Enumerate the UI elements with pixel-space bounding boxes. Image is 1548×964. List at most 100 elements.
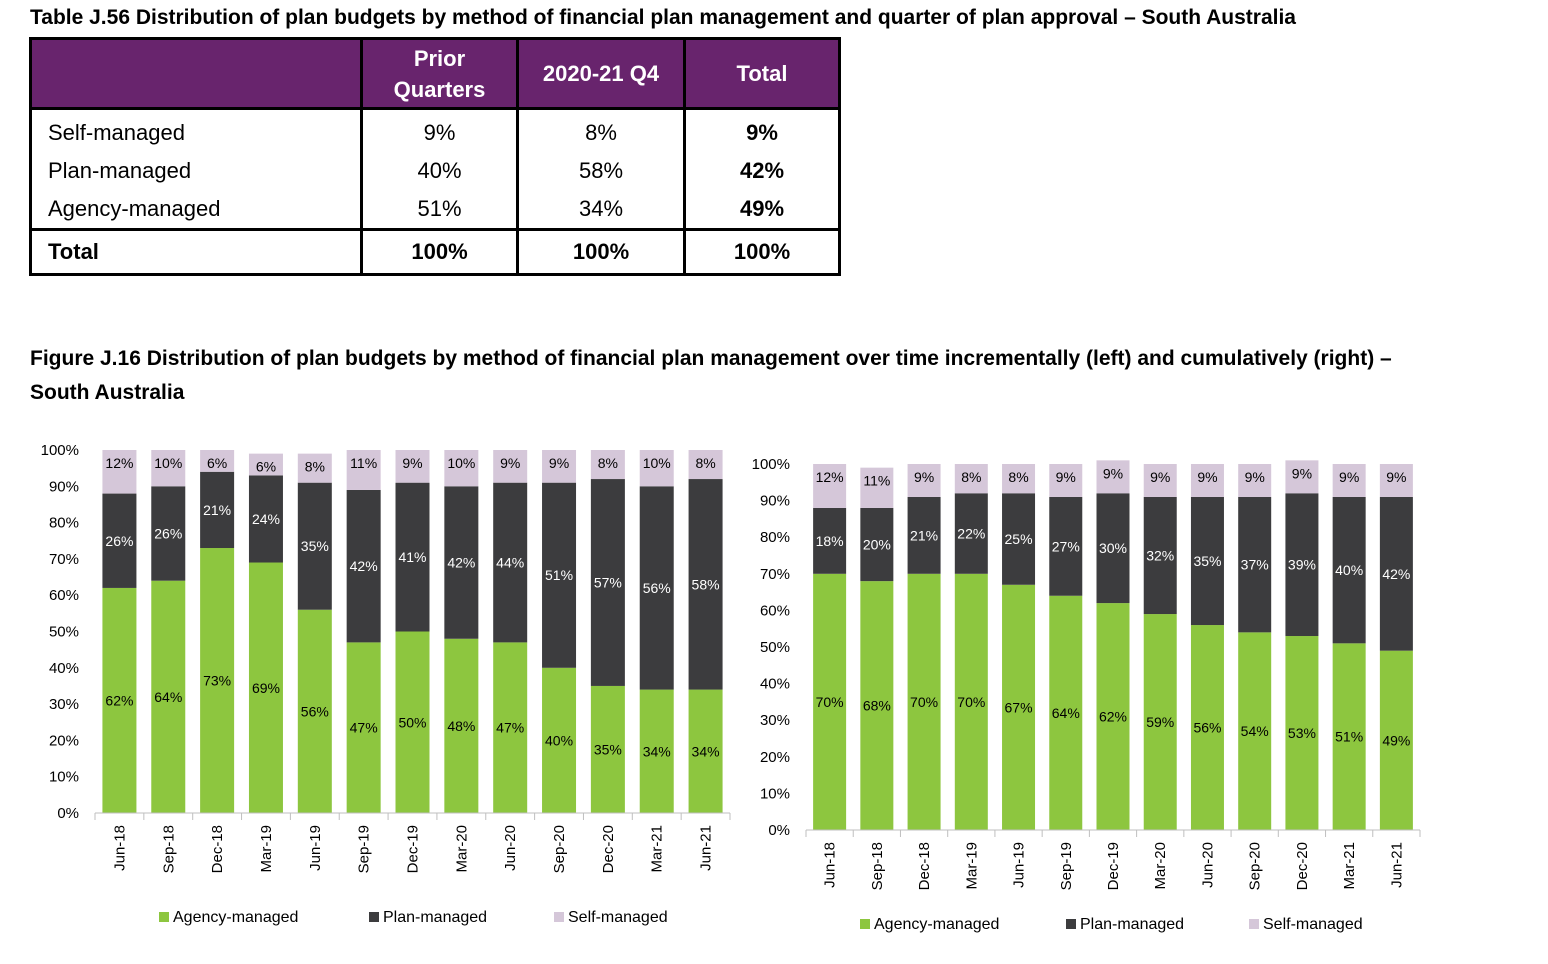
data-label: 21%: [910, 527, 938, 543]
bar-segment: [1096, 603, 1130, 830]
bar-segment: [297, 482, 332, 610]
bar-segment: [102, 450, 137, 494]
y-tick-label: 100%: [752, 456, 790, 473]
bar-segment: [151, 580, 186, 813]
y-tick-label: 80%: [760, 529, 790, 546]
x-tick-label: Sep-20: [551, 825, 568, 873]
bar-segment: [1379, 496, 1413, 651]
bar-segment: [1096, 493, 1130, 604]
bar-segment: [907, 496, 941, 574]
bar-segment: [860, 467, 894, 508]
data-label: 57%: [594, 574, 622, 590]
bar-segment: [590, 450, 625, 480]
data-label: 34%: [643, 743, 671, 759]
bar-segment: [907, 464, 941, 497]
bar-segment: [151, 486, 186, 581]
bar-segment: [954, 493, 988, 574]
bar-segment: [1238, 496, 1272, 633]
x-tick-label: Sep-19: [1058, 842, 1075, 890]
bar-segment: [639, 486, 674, 690]
data-label: 44%: [496, 555, 524, 571]
data-label: 70%: [957, 694, 985, 710]
bar-segment: [1285, 636, 1319, 830]
bar-segment: [493, 482, 528, 643]
legend-label: Self-managed: [568, 909, 668, 926]
x-tick-label: Sep-19: [356, 825, 373, 873]
bar-segment: [860, 581, 894, 830]
data-label: 6%: [207, 455, 227, 471]
table-cell: 9%: [683, 108, 841, 152]
data-label: 10%: [447, 455, 475, 471]
x-tick-label: Sep-18: [869, 842, 886, 890]
bar-segment: [688, 689, 723, 813]
x-tick-label: Jun-20: [502, 825, 519, 871]
data-label: 54%: [1241, 723, 1269, 739]
data-label: 41%: [398, 549, 426, 565]
y-tick-label: 30%: [760, 712, 790, 729]
bar-segment: [1238, 632, 1272, 830]
y-tick-label: 10%: [49, 769, 79, 786]
y-tick-label: 30%: [49, 696, 79, 713]
data-label: 64%: [154, 689, 182, 705]
data-label: 9%: [1056, 469, 1076, 485]
bar-segment: [1379, 464, 1413, 497]
bar-segment: [1049, 496, 1083, 596]
table-cell: 8%: [516, 108, 686, 152]
data-label: 68%: [863, 698, 891, 714]
x-tick-label: Mar-21: [1341, 842, 1358, 890]
data-label: 62%: [1099, 709, 1127, 725]
bar-segment: [1238, 464, 1272, 497]
x-tick-label: Jun-18: [822, 842, 839, 888]
bar-segment: [493, 642, 528, 813]
bar-segment: [813, 507, 847, 574]
legend-swatch: [554, 912, 564, 922]
x-tick-label: Dec-19: [405, 825, 422, 873]
legend-label: Plan-managed: [1080, 916, 1184, 933]
bar-segment: [639, 689, 674, 813]
data-label: 64%: [1052, 705, 1080, 721]
data-label: 21%: [203, 502, 231, 518]
bar-segment: [1379, 650, 1413, 830]
bar-segment: [1096, 460, 1130, 494]
x-tick-label: Mar-20: [453, 825, 470, 873]
bar-segment: [346, 450, 381, 490]
bar-segment: [860, 507, 894, 582]
legend-swatch: [159, 912, 169, 922]
bar-segment: [639, 450, 674, 487]
row-label: Self-managed: [29, 108, 363, 152]
legend-label: Self-managed: [1263, 916, 1363, 933]
data-label: 62%: [105, 692, 133, 708]
data-label: 10%: [154, 455, 182, 471]
table-cell: 58%: [516, 152, 686, 190]
bar-segment: [813, 573, 847, 830]
table-header-total: Total: [683, 37, 841, 110]
data-table: Prior Quarters 2020-21 Q4 Total Self-man…: [29, 37, 841, 276]
bar-segment: [248, 475, 283, 563]
table-cell: 34%: [516, 190, 686, 230]
bar-segment: [444, 486, 479, 639]
bar-segment: [542, 482, 577, 668]
data-label: 8%: [695, 455, 715, 471]
x-tick-label: Mar-20: [1152, 842, 1169, 890]
table-title: Table J.56 Distribution of plan budgets …: [30, 6, 1296, 29]
bar-segment: [248, 453, 283, 476]
data-label: 48%: [447, 718, 475, 734]
x-tick-label: Jun-19: [1011, 842, 1028, 888]
data-label: 10%: [643, 455, 671, 471]
data-label: 35%: [594, 741, 622, 757]
x-tick-label: Jun-18: [111, 825, 128, 871]
data-label: 8%: [1008, 469, 1028, 485]
bar-segment: [444, 638, 479, 813]
data-label: 34%: [692, 743, 720, 759]
chart-cumulative: 0% 10% 20% 30% 40% 50% 60% 70% 80% 90% 100% 70% 18% 1…: [752, 456, 1421, 933]
data-label: 6%: [256, 459, 276, 475]
bar-segment: [590, 479, 625, 686]
table-cell: 100%: [360, 228, 519, 275]
bar-segment: [1049, 464, 1083, 497]
data-label: 42%: [1382, 566, 1410, 582]
table-cell: 100%: [516, 228, 686, 275]
bar-segment: [1002, 584, 1036, 830]
bar-segment: [1190, 496, 1224, 626]
y-tick-label: 90%: [760, 493, 790, 510]
table-cell: 49%: [683, 190, 841, 230]
